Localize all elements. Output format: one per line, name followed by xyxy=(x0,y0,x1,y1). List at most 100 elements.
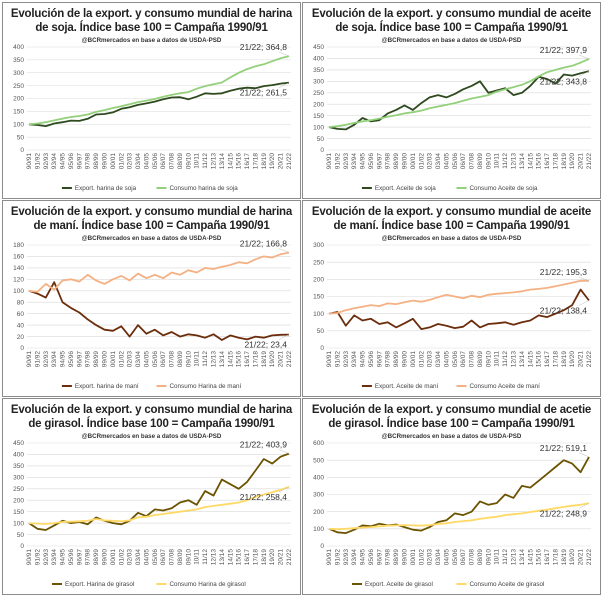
line-chart: 0 50 100 150 200 250 300 350 400 450 90/91 91/92 92/… xyxy=(313,44,593,192)
x-tick-label: 90/91 xyxy=(26,351,33,368)
x-tick-label: 00/01 xyxy=(410,153,417,170)
y-tick-label: 50 xyxy=(17,134,25,141)
x-tick-label: 16/17 xyxy=(544,351,551,368)
x-tick-label: 14/15 xyxy=(227,549,234,566)
x-tick-label: 90/91 xyxy=(26,153,33,170)
y-tick-label: 300 xyxy=(313,79,324,86)
y-tick-label: 250 xyxy=(313,90,324,97)
chart-panel-3: Evolución de la export. y consumo mundia… xyxy=(2,200,301,397)
x-tick-label: 91/92 xyxy=(34,549,41,566)
x-tick-label: 09/10 xyxy=(485,153,492,170)
x-tick-label: 93/94 xyxy=(351,549,358,566)
x-tick-label: 07/08 xyxy=(469,153,476,170)
x-tick-label: 91/92 xyxy=(34,153,41,170)
y-tick-label: 200 xyxy=(313,277,324,284)
x-tick-label: 04/05 xyxy=(443,153,450,170)
x-tick-label: 00/01 xyxy=(410,351,417,368)
y-tick-label: 120 xyxy=(13,277,24,284)
y-tick-label: 150 xyxy=(13,509,24,516)
x-tick-label: 06/07 xyxy=(460,153,467,170)
x-tick-label: 15/16 xyxy=(536,549,543,566)
end-value-label: 21/22; 364,8 xyxy=(240,42,288,52)
x-tick-label: 09/10 xyxy=(185,549,192,566)
x-tick-label: 18/19 xyxy=(261,549,268,566)
x-tick-label: 17/18 xyxy=(552,351,559,368)
x-tick-label: 00/01 xyxy=(110,153,117,170)
y-tick-label: 140 xyxy=(13,265,24,272)
x-tick-label: 98/99 xyxy=(93,549,100,566)
x-tick-label: 06/07 xyxy=(460,549,467,566)
chart-subtitle: @BCRmercados en base a datos de USDA-PSD xyxy=(381,235,522,242)
annotation-leader xyxy=(578,71,590,77)
x-tick-label: 97/98 xyxy=(85,351,92,368)
annotation-leader xyxy=(578,503,590,509)
y-tick-label: 200 xyxy=(313,509,324,516)
end-value-label: 21/22; 261,5 xyxy=(240,88,288,98)
x-tick-label: 01/02 xyxy=(118,153,125,170)
x-tick-label: 12/13 xyxy=(511,153,518,170)
export-series-line xyxy=(28,81,290,127)
y-tick-label: 200 xyxy=(13,497,24,504)
x-tick-label: 07/08 xyxy=(469,351,476,368)
x-tick-label: 08/09 xyxy=(477,549,484,566)
x-tick-label: 03/04 xyxy=(435,549,442,566)
y-tick-label: 350 xyxy=(313,67,324,74)
x-tick-label: 92/93 xyxy=(43,153,50,170)
x-tick-label: 16/17 xyxy=(544,153,551,170)
x-tick-label: 05/06 xyxy=(452,549,459,566)
x-tick-label: 04/05 xyxy=(443,351,450,368)
legend-label: Consumo Harina de maní xyxy=(170,383,242,390)
x-tick-label: 18/19 xyxy=(261,351,268,368)
x-tick-label: 04/05 xyxy=(143,153,150,170)
x-tick-label: 19/20 xyxy=(269,549,276,566)
end-value-label: 21/22; 23,4 xyxy=(244,340,287,350)
x-tick-label: 11/12 xyxy=(202,549,209,565)
x-tick-label: 20/21 xyxy=(278,153,285,170)
x-tick-label: 95/96 xyxy=(68,549,75,566)
x-tick-label: 03/04 xyxy=(135,153,142,170)
x-tick-label: 10/11 xyxy=(494,351,501,367)
x-tick-label: 02/03 xyxy=(427,549,434,566)
x-tick-label: 12/13 xyxy=(211,549,218,566)
legend-label: Export. Aceite de girasol xyxy=(365,581,433,588)
x-tick-label: 00/01 xyxy=(110,351,117,368)
x-tick-label: 06/07 xyxy=(460,351,467,368)
x-tick-label: 97/98 xyxy=(385,153,392,170)
y-tick-label: 300 xyxy=(13,475,24,482)
x-tick-label: 20/21 xyxy=(578,549,585,566)
x-tick-label: 18/19 xyxy=(561,549,568,566)
x-tick-label: 94/95 xyxy=(360,351,367,368)
x-tick-label: 94/95 xyxy=(60,351,67,368)
chart-panel-4: Evolución de la export. y consumo mundia… xyxy=(302,200,601,397)
x-tick-label: 12/13 xyxy=(511,351,518,368)
y-tick-label: 0 xyxy=(20,345,24,352)
y-tick-label: 400 xyxy=(13,44,24,51)
x-tick-label: 18/19 xyxy=(561,351,568,368)
chart-panel-2: Evolución de la export. y consumo mundia… xyxy=(302,2,601,199)
y-tick-label: 100 xyxy=(13,520,24,527)
x-tick-label: 17/18 xyxy=(552,153,559,170)
y-tick-label: 100 xyxy=(313,311,324,318)
x-tick-label: 19/20 xyxy=(269,153,276,170)
x-tick-label: 13/14 xyxy=(519,153,526,170)
x-tick-label: 21/22 xyxy=(286,549,293,566)
x-tick-label: 15/16 xyxy=(236,549,243,566)
x-tick-label: 04/05 xyxy=(443,549,450,566)
x-tick-label: 11/12 xyxy=(502,153,509,169)
x-tick-label: 21/22 xyxy=(586,549,593,566)
x-tick-label: 99/00 xyxy=(401,549,408,566)
legend-label: Export. Aceite de soja xyxy=(375,185,436,192)
y-tick-label: 100 xyxy=(313,124,324,131)
chart-subtitle: @BCRmercados en base a datos de USDA-PSD xyxy=(81,235,222,242)
x-tick-label: 98/99 xyxy=(93,153,100,170)
x-tick-label: 91/92 xyxy=(34,351,41,368)
y-tick-label: 250 xyxy=(313,259,324,266)
y-tick-label: 150 xyxy=(313,113,324,120)
x-tick-label: 02/03 xyxy=(127,549,134,566)
x-tick-label: 93/94 xyxy=(51,549,58,566)
legend-label: Consumo harina de soja xyxy=(170,185,239,192)
x-tick-label: 12/13 xyxy=(211,351,218,368)
x-tick-label: 00/01 xyxy=(110,549,117,566)
